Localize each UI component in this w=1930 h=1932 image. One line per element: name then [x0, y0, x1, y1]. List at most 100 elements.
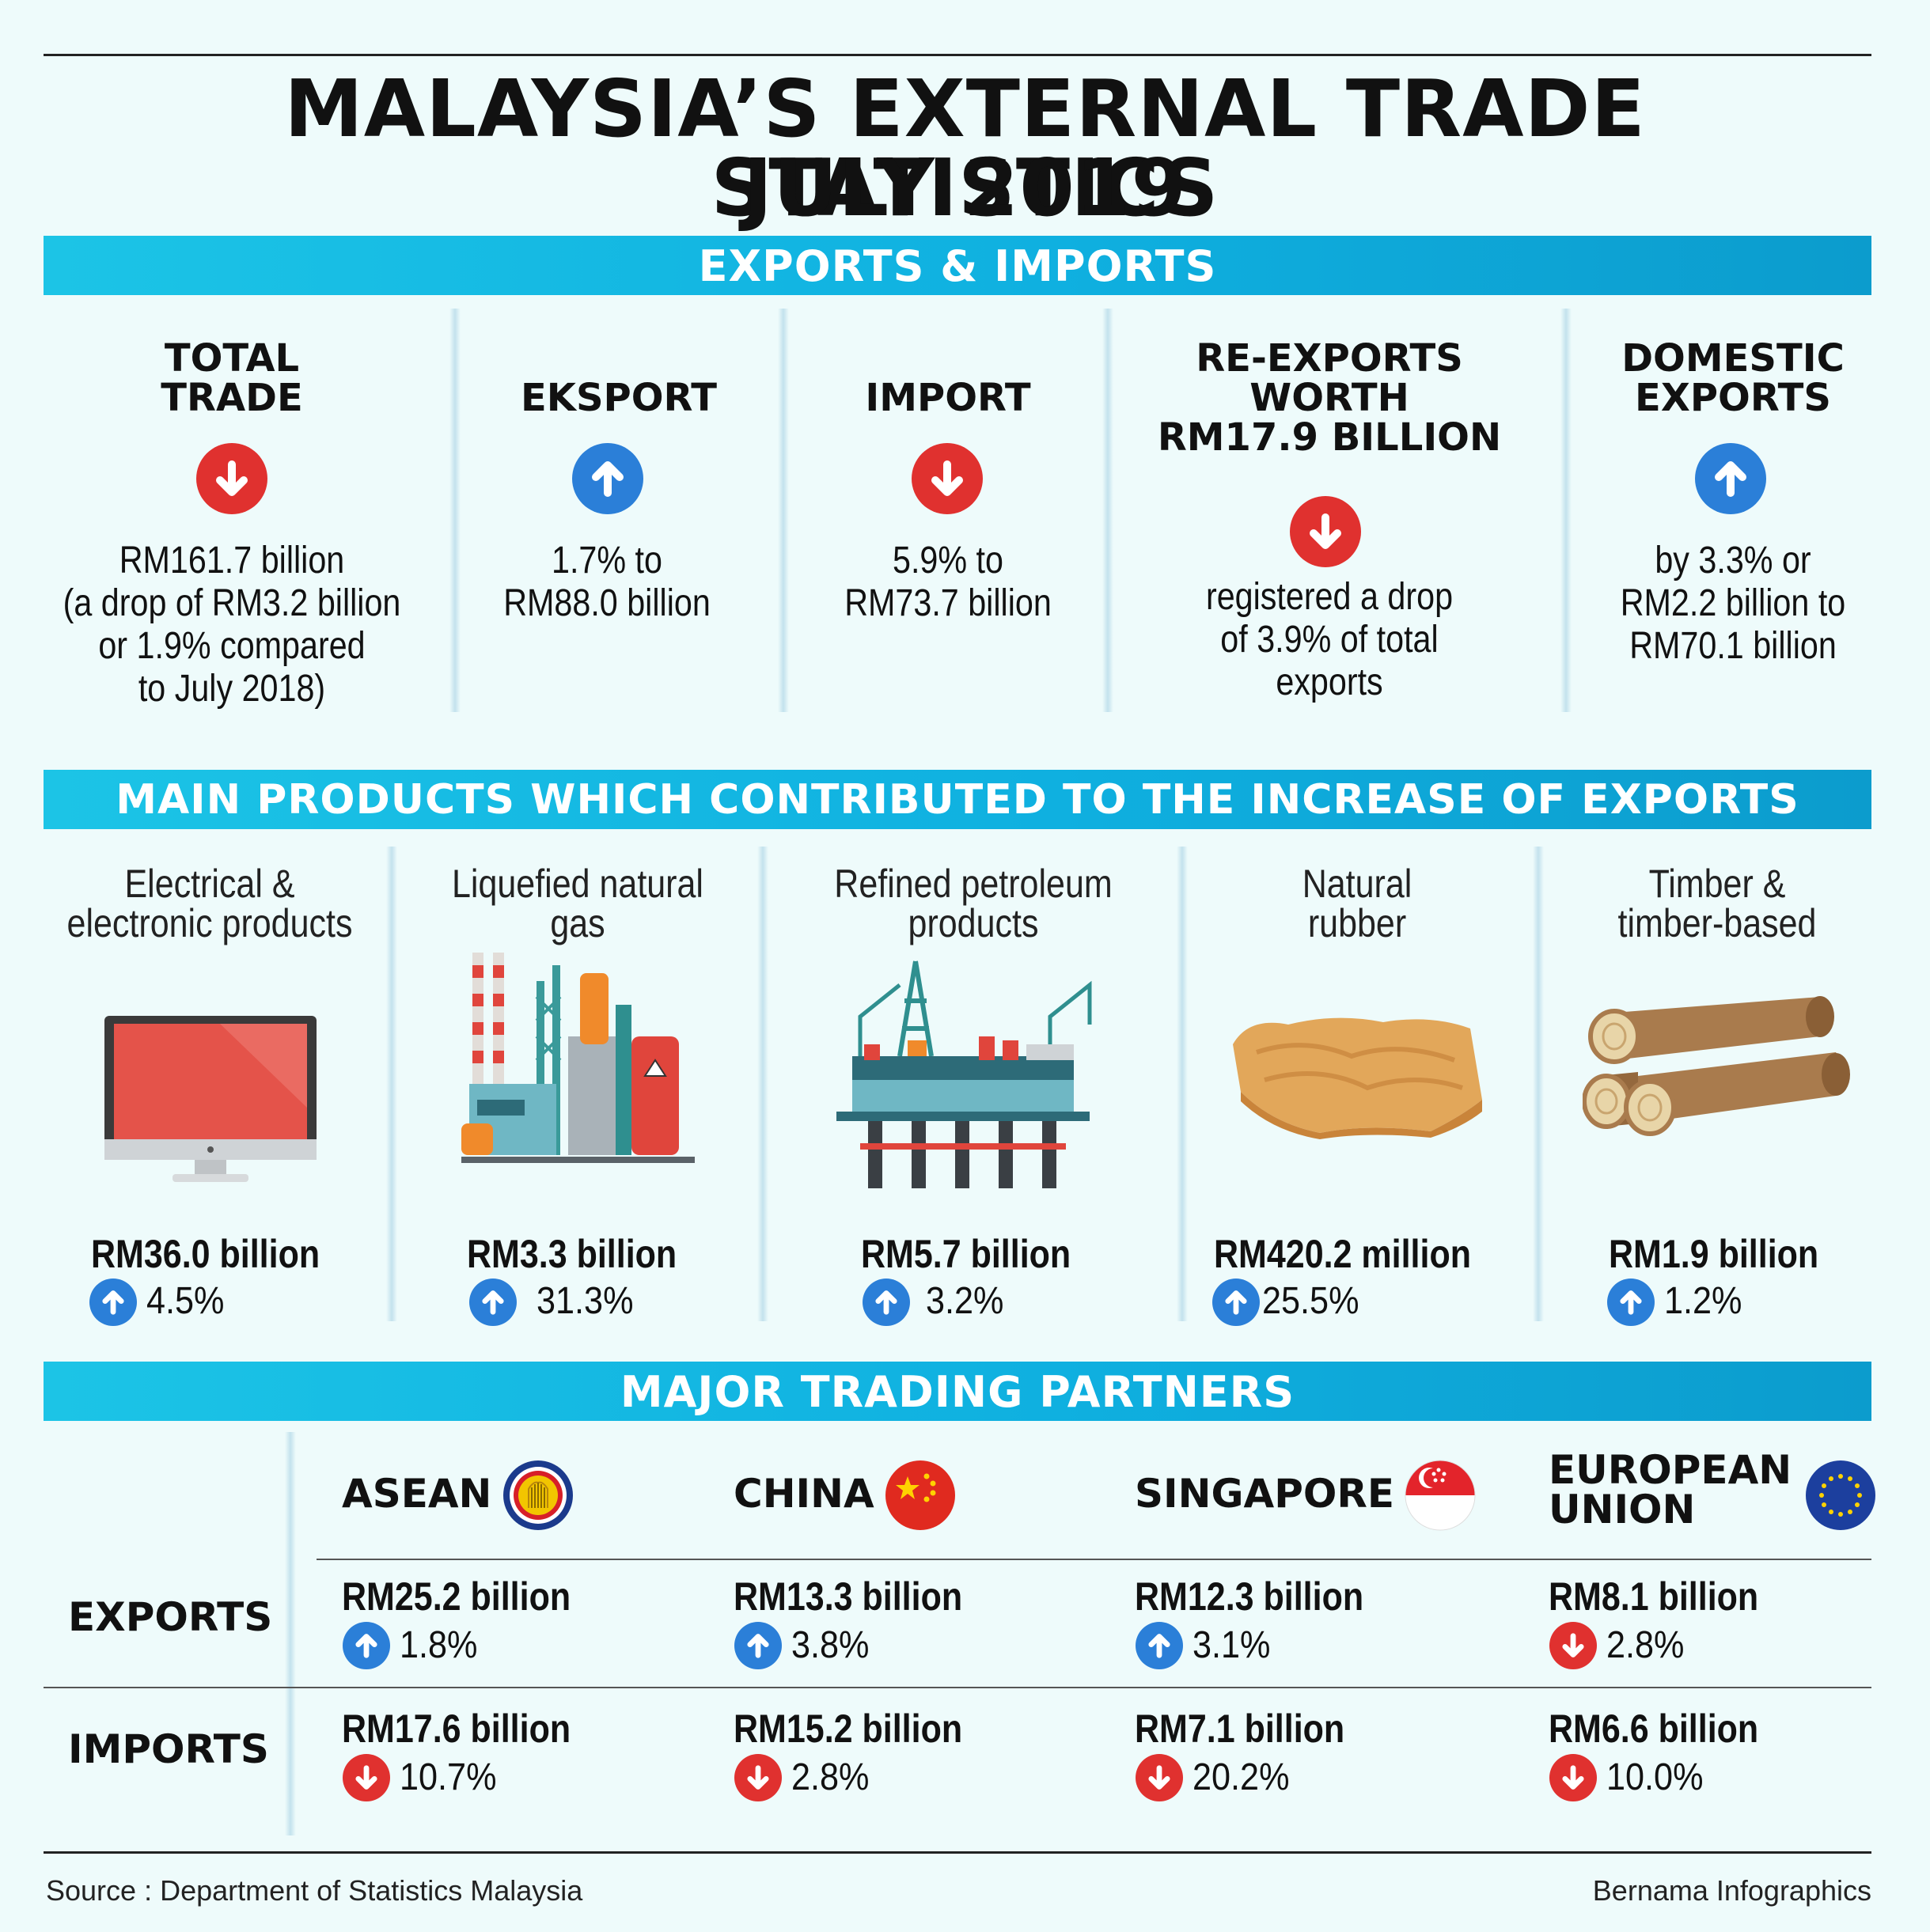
column-divider — [1177, 847, 1188, 1321]
gas-plant-icon — [461, 953, 695, 1163]
stat-heading: TRADE — [161, 376, 303, 420]
partner-name: UNION — [1549, 1487, 1696, 1532]
arrow-up-icon — [863, 1279, 910, 1326]
stat-text: by 3.3% or — [1655, 540, 1811, 581]
banner-exports-imports: EXPORTS & IMPORTS — [44, 236, 1871, 295]
column-divider — [285, 1432, 296, 1835]
page-title-line1: MALAYSIA’S EXTERNAL TRADE STATISTICS — [284, 63, 1646, 234]
stat-heading: TOTAL — [164, 336, 300, 381]
singapore-flag-icon — [1405, 1460, 1476, 1531]
export-change: 3.1% — [1193, 1624, 1271, 1666]
export-value: RM8.1 billion — [1549, 1574, 1759, 1619]
product-change: 25.5% — [1262, 1280, 1359, 1322]
arrow-up-icon — [1695, 443, 1766, 514]
arrow-up-icon — [469, 1279, 517, 1326]
product-name: Refined petroleum — [834, 862, 1113, 906]
oil-rig-icon — [836, 960, 1092, 1188]
rubber-sheet-icon — [1233, 1017, 1482, 1139]
row-label-imports: IMPORTS — [68, 1726, 269, 1772]
product-change: 1.2% — [1664, 1280, 1742, 1322]
import-change: 20.2% — [1193, 1756, 1290, 1798]
page-title-line2: JULY 2019 — [742, 142, 1188, 234]
product-value: RM3.3 billion — [467, 1232, 677, 1276]
column-divider — [449, 309, 461, 712]
arrow-down-icon — [1136, 1754, 1183, 1801]
column-divider — [1102, 309, 1113, 712]
logs-icon — [1583, 996, 1850, 1136]
row-label-exports: EXPORTS — [68, 1594, 273, 1640]
eu-flag-icon — [1806, 1460, 1875, 1530]
import-change: 2.8% — [791, 1756, 870, 1798]
arrow-down-icon — [1549, 1622, 1597, 1669]
partner-name: ASEAN — [342, 1471, 492, 1517]
product-name: Natural — [1302, 862, 1412, 906]
stat-text: or 1.9% compared — [98, 625, 366, 667]
stat-heading: RM17.9 BILLION — [1157, 415, 1502, 460]
stat-text: registered a drop — [1205, 576, 1454, 618]
stat-heading: EXPORTS — [1635, 376, 1831, 420]
product-name: products — [908, 901, 1039, 945]
arrow-up-icon — [1607, 1279, 1655, 1326]
arrow-down-icon — [1290, 496, 1361, 567]
product-name: Liquefied natural — [452, 862, 703, 906]
stat-heading: EKSPORT — [520, 376, 718, 420]
banner-main-products: MAIN PRODUCTS WHICH CONTRIBUTED TO THE I… — [44, 770, 1871, 829]
stat-text: of 3.9% of total — [1220, 619, 1439, 661]
table-divider — [317, 1559, 1871, 1560]
export-change: 1.8% — [400, 1624, 478, 1666]
partner-name: CHINA — [734, 1471, 874, 1517]
product-name: electronic products — [66, 901, 353, 945]
product-change: 3.2% — [926, 1280, 1004, 1322]
stat-text: RM73.7 billion — [844, 582, 1052, 624]
export-value: RM12.3 billion — [1135, 1574, 1364, 1619]
stat-text: RM88.0 billion — [503, 582, 711, 624]
column-divider — [386, 847, 397, 1321]
product-value: RM36.0 billion — [91, 1232, 320, 1276]
arrow-up-icon — [343, 1622, 390, 1669]
source-note: Source : Department of Statistics Malays… — [46, 1874, 583, 1907]
table-divider — [44, 1687, 1871, 1688]
arrow-up-icon — [1212, 1279, 1260, 1326]
stat-text: RM161.7 billion — [119, 540, 345, 581]
credit-note: Bernama Infographics — [1592, 1874, 1871, 1907]
stat-text: 5.9% to — [893, 540, 1003, 581]
column-divider — [1533, 847, 1544, 1321]
banner-major-trading-partners: MAJOR TRADING PARTNERS — [44, 1362, 1871, 1421]
product-name: rubber — [1307, 901, 1407, 945]
import-value: RM6.6 billion — [1549, 1707, 1759, 1751]
import-value: RM7.1 billion — [1135, 1707, 1345, 1751]
arrow-down-icon — [1549, 1754, 1597, 1801]
export-change: 3.8% — [791, 1624, 870, 1666]
product-name: Electrical & — [124, 862, 295, 906]
top-rule — [44, 54, 1871, 56]
import-change: 10.7% — [400, 1756, 497, 1798]
column-divider — [757, 847, 768, 1321]
stat-text: to July 2018) — [138, 668, 326, 710]
import-value: RM15.2 billion — [734, 1707, 963, 1751]
product-value: RM420.2 million — [1214, 1232, 1471, 1276]
arrow-up-icon — [572, 443, 643, 514]
stat-text: exports — [1276, 661, 1383, 703]
partner-name: SINGAPORE — [1135, 1471, 1395, 1517]
arrow-down-icon — [343, 1754, 390, 1801]
partner-name: EUROPEAN — [1549, 1447, 1792, 1493]
export-value: RM25.2 billion — [342, 1574, 571, 1619]
product-change: 4.5% — [146, 1280, 225, 1322]
stat-text: RM2.2 billion to — [1620, 582, 1846, 624]
export-value: RM13.3 billion — [734, 1574, 963, 1619]
column-divider — [1560, 309, 1572, 712]
stat-heading: IMPORT — [865, 376, 1031, 420]
stat-text: 1.7% to — [552, 540, 662, 581]
product-value: RM5.7 billion — [861, 1232, 1071, 1276]
arrow-down-icon — [912, 443, 983, 514]
export-change: 2.8% — [1606, 1624, 1685, 1666]
arrow-up-icon — [89, 1279, 137, 1326]
arrow-down-icon — [734, 1754, 782, 1801]
product-name: timber-based — [1617, 901, 1817, 945]
stat-heading: DOMESTIC — [1621, 336, 1845, 381]
product-name: gas — [550, 901, 605, 945]
product-change: 31.3% — [537, 1280, 634, 1322]
stat-heading: WORTH — [1249, 376, 1409, 420]
product-name: Timber & — [1648, 862, 1786, 906]
arrow-down-icon — [196, 443, 267, 514]
